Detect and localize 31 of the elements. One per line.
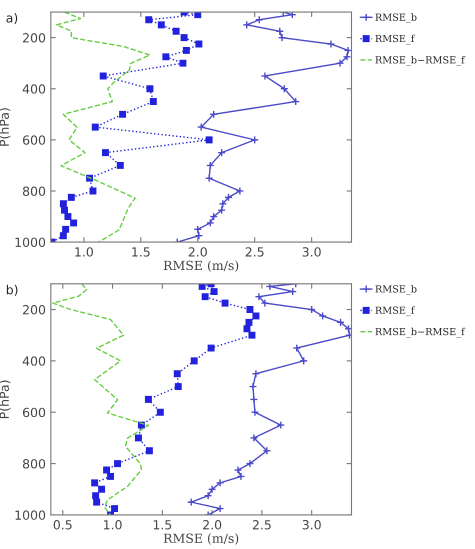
y-tick-label: 600	[22, 135, 46, 145]
text: a)	[6, 12, 18, 24]
x-tick-label: 1.5	[132, 247, 150, 257]
x-tick-label: 3.0	[302, 520, 321, 530]
y-tick-label: 1000	[16, 510, 46, 520]
x-axis-title: RMSE (m/s)	[164, 260, 238, 272]
x-tick-label: 0.5	[54, 520, 72, 530]
x-tick-label: 1.5	[154, 520, 172, 530]
x-tick-label: 1.0	[75, 247, 93, 257]
x-axis-title: RMSE (m/s)	[164, 533, 238, 545]
y-tick-label: 400	[22, 356, 46, 366]
x-tick-label: 3.0	[302, 247, 321, 257]
x-tick-label: 2.0	[203, 520, 222, 530]
y-tick-label: 800	[22, 459, 46, 469]
y-tick-label: 200	[23, 33, 46, 43]
legend-label: RMSE_f	[375, 306, 415, 316]
x-tick-label: 2.5	[246, 247, 264, 257]
x-tick-label: 2.5	[252, 520, 271, 530]
y-tick-label: 800	[22, 186, 46, 196]
y-tick-label: 600	[22, 408, 46, 418]
legend-label: RMSE_f	[375, 34, 415, 44]
legend-label: RMSE_b	[375, 285, 417, 295]
legend-label: RMSE_b−RMSE_f	[375, 328, 466, 338]
x-tick-label: 1.0	[104, 520, 122, 530]
y-tick-label: 400	[22, 84, 46, 94]
legend-label: RMSE_b	[375, 13, 417, 23]
y-tick-label: 200	[23, 304, 46, 314]
x-tick-label: 2.0	[188, 247, 207, 257]
text: b)	[6, 284, 18, 296]
y-tick-label: 1000	[16, 238, 46, 248]
legend-label: RMSE_b−RMSE_f	[375, 56, 466, 66]
